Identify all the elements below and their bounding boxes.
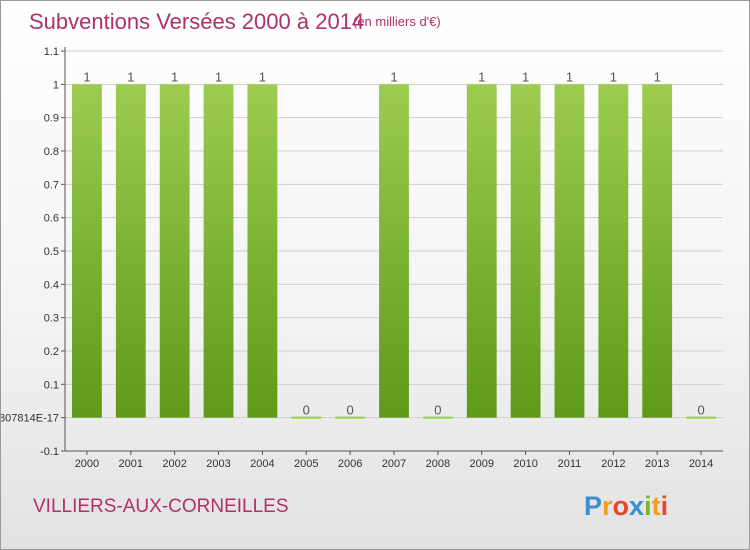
x-tick-label-2012: 2012 xyxy=(601,458,625,470)
bar-2002 xyxy=(159,84,190,418)
x-tick-label-2006: 2006 xyxy=(338,458,362,470)
x-tick-label-2004: 2004 xyxy=(250,458,274,470)
x-tick-label-2003: 2003 xyxy=(206,458,230,470)
data-label-2013: 1 xyxy=(654,69,661,84)
data-label-2010: 1 xyxy=(522,69,529,84)
y-tick-label: 0.9 xyxy=(44,113,59,125)
bar-2005 xyxy=(291,416,322,419)
x-tick-label-2005: 2005 xyxy=(294,458,318,470)
y-tick-label: 1 xyxy=(53,79,59,91)
y-tick-label: 0.1 xyxy=(44,379,59,391)
x-tick-label-2008: 2008 xyxy=(426,458,450,470)
bar-2014 xyxy=(686,416,716,419)
y-tick-label: 0.2 xyxy=(44,346,59,358)
x-tick-label-2014: 2014 xyxy=(689,458,713,470)
data-label-2007: 1 xyxy=(390,69,397,84)
y-tick-label: 0.3 xyxy=(44,313,59,325)
data-label-2006: 0 xyxy=(347,403,354,418)
y-tick-label: 0.5 xyxy=(44,246,59,258)
x-tick-label-2013: 2013 xyxy=(645,458,669,470)
bar-2003 xyxy=(203,84,234,418)
bar-2012 xyxy=(598,84,629,418)
data-label-2012: 1 xyxy=(610,69,617,84)
proxiti-logo: Proxiti xyxy=(584,491,668,521)
y-tick-label: 0.8 xyxy=(44,146,59,158)
svg-text:Proxiti: Proxiti xyxy=(584,491,668,521)
bar-2004 xyxy=(247,84,278,418)
data-label-2004: 1 xyxy=(259,69,266,84)
data-label-2002: 1 xyxy=(171,69,178,84)
y-tick-label: 0.4 xyxy=(44,279,59,291)
y-tick-label: 0.7 xyxy=(44,179,59,191)
x-tick-label-2002: 2002 xyxy=(162,458,186,470)
x-tick-label-2011: 2011 xyxy=(558,458,582,470)
data-label-2005: 0 xyxy=(303,403,310,418)
y-tick-label: 1.3877787807814E-17 xyxy=(1,413,59,425)
y-tick-label: 1.1 xyxy=(44,46,59,58)
data-label-2008: 0 xyxy=(434,403,441,418)
y-tick-label: 0.6 xyxy=(44,213,59,225)
data-label-2001: 1 xyxy=(127,69,134,84)
data-label-2003: 1 xyxy=(215,69,222,84)
x-tick-label-2000: 2000 xyxy=(75,458,99,470)
chart-unit: (en milliers d'€) xyxy=(353,14,441,29)
bar-2007 xyxy=(379,84,409,418)
data-label-2000: 1 xyxy=(83,69,90,84)
data-label-2009: 1 xyxy=(478,69,485,84)
data-label-2014: 0 xyxy=(697,403,704,418)
bar-2013 xyxy=(642,84,673,418)
x-tick-label-2001: 2001 xyxy=(119,458,143,470)
x-tick-label-2009: 2009 xyxy=(469,458,493,470)
chart-title: Subventions Versées 2000 à 2014 xyxy=(29,9,365,34)
x-tick-label-2010: 2010 xyxy=(513,458,537,470)
bar-2008 xyxy=(422,416,453,419)
data-label-2011: 1 xyxy=(566,69,573,84)
bar-2011 xyxy=(554,84,585,418)
bar-2006 xyxy=(335,416,366,419)
bar-2000 xyxy=(72,84,102,418)
bar-2010 xyxy=(510,84,541,418)
y-tick-label: -0.1 xyxy=(40,446,59,458)
bar-2009 xyxy=(466,84,497,418)
commune-name: VILLIERS-AUX-CORNEILLES xyxy=(33,496,289,517)
x-tick-label-2007: 2007 xyxy=(382,458,406,470)
bar-2001 xyxy=(115,84,146,418)
